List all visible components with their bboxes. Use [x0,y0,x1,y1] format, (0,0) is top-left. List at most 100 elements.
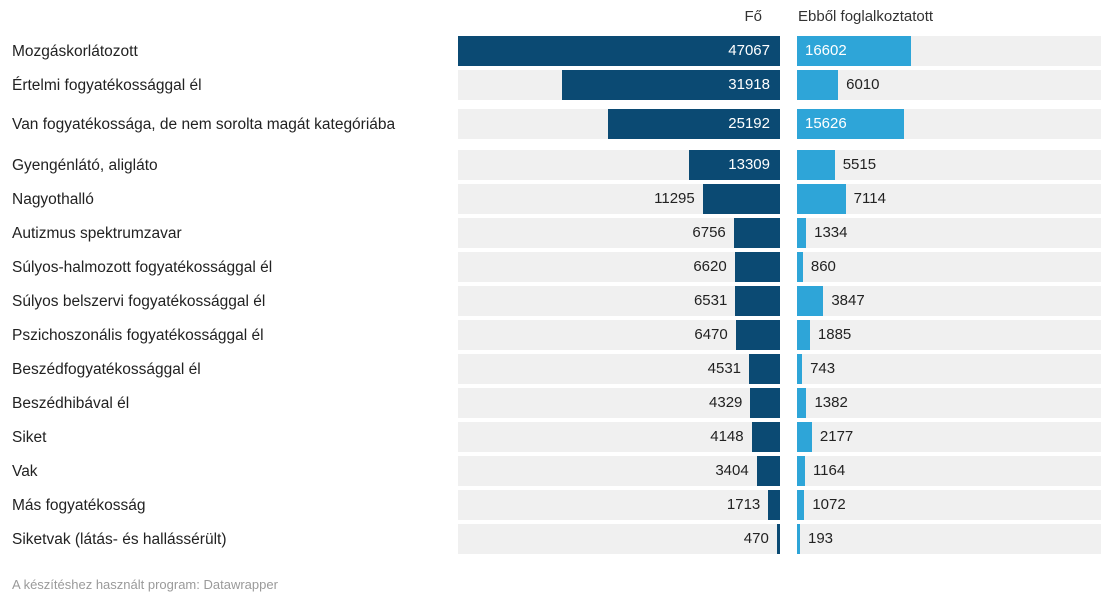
category-label: Van fogyatékossága, de nem sorolta magát… [12,115,396,133]
value-label-employed: 1382 [814,394,848,411]
value-label-fo: 6531 [693,292,728,309]
bar-employed [797,150,835,180]
value-label-fo: 31918 [728,76,770,93]
value-label-employed: 1164 [812,462,846,479]
bar-employed [797,490,805,520]
value-label-fo: 4148 [710,428,744,445]
value-label-employed: 193 [808,530,834,547]
category-label: Más fogyatékosság [12,496,146,514]
value-label-employed: 860 [810,258,836,275]
category-label: Súlyos-halmozott fogyatékossággal él [12,258,273,276]
value-label-fo: 11295 [654,190,695,207]
value-label-employed: 1334 [814,224,848,241]
category-label: Vak [12,462,38,480]
bar-employed [797,524,800,554]
value-label-employed: 2177 [819,428,854,445]
row-background-left [458,218,780,248]
value-label-fo: 4329 [709,394,743,411]
bar-employed [797,388,807,418]
row-background-right [797,320,1101,350]
bar-fo [749,354,780,384]
row-background-right [797,252,1101,282]
value-label-employed: 1072 [812,496,846,513]
row-background-left [458,490,780,520]
bar-fo [776,524,780,554]
value-label-fo: 13309 [728,156,770,173]
row-background-left [458,320,780,350]
value-label-fo: 470 [743,530,769,547]
value-label-employed: 7114 [853,190,886,207]
bar-fo [735,320,780,350]
category-label: Pszichoszonális fogyatékossággal él [12,326,264,344]
row-background-right [797,218,1101,248]
row-background-left [458,354,780,384]
value-label-employed: 16602 [805,42,847,59]
row-background-right [797,70,1101,100]
bar-employed [797,320,810,350]
category-label: Gyengénlátó, aligláto [12,156,158,174]
category-label: Nagyothalló [12,190,94,208]
bar-employed [797,422,812,452]
row-background-left [458,286,780,316]
bar-employed [797,456,805,486]
value-label-employed: 1885 [817,326,852,343]
bar-employed [797,354,803,384]
row-background-left [458,524,780,554]
category-label: Siket [12,428,47,446]
bar-fo [768,490,780,520]
value-label-fo: 6620 [693,258,727,275]
bar-employed [797,36,911,66]
row-background-right [797,150,1101,180]
footer-credit: A készítéshez használt program: Datawrap… [12,577,278,592]
value-label-fo: 6470 [694,326,728,343]
bar-employed [797,70,839,100]
bar-fo [750,388,780,418]
row-background-right [797,456,1101,486]
value-label-employed: 5515 [842,156,877,173]
category-label: Siketvak (látás- és hallássérült) [12,530,227,548]
value-label-fo: 6756 [692,224,726,241]
bar-employed [797,218,807,248]
category-label: Beszédfogyatékossággal él [12,360,201,378]
bar-fo [458,36,780,66]
column-header-employed: Ebből foglalkoztatott [798,8,934,25]
bar-employed [797,184,846,214]
bar-fo [733,218,780,248]
row-background-left [458,456,780,486]
value-label-fo: 47067 [728,42,770,59]
bar-employed [797,109,904,139]
value-label-fo: 1713 [726,496,761,513]
row-background-right [797,286,1101,316]
row-background-left [458,252,780,282]
row-background-right [797,388,1101,418]
bar-fo [561,70,780,100]
bar-fo [688,150,780,180]
category-label: Beszédhibával él [12,394,130,412]
category-label: Értelmi fogyatékossággal él [12,76,202,94]
category-label: Súlyos belszervi fogyatékossággal él [12,292,266,310]
value-label-employed: 743 [810,360,836,377]
row-background-right [797,422,1101,452]
bar-fo [756,456,780,486]
bar-employed [797,252,803,282]
value-label-employed: 6010 [846,76,880,93]
bar-fo [751,422,780,452]
category-label: Mozgáskorlátozott [12,42,138,60]
bar-fo [735,286,780,316]
row-background-right [797,354,1101,384]
value-label-employed: 15626 [805,115,847,132]
row-background-right [797,490,1101,520]
bar-fo [702,184,780,214]
row-background-right [797,524,1101,554]
bar-fo [607,109,780,139]
value-label-fo: 25192 [728,115,770,132]
category-label: Autizmus spektrumzavar [12,224,182,242]
row-background-right [797,184,1101,214]
value-label-fo: 3404 [715,462,749,479]
bar-fo [734,252,780,282]
value-label-employed: 3847 [831,292,865,309]
row-background-left [458,422,780,452]
row-background-left [458,388,780,418]
value-label-fo: 4531 [707,360,742,377]
